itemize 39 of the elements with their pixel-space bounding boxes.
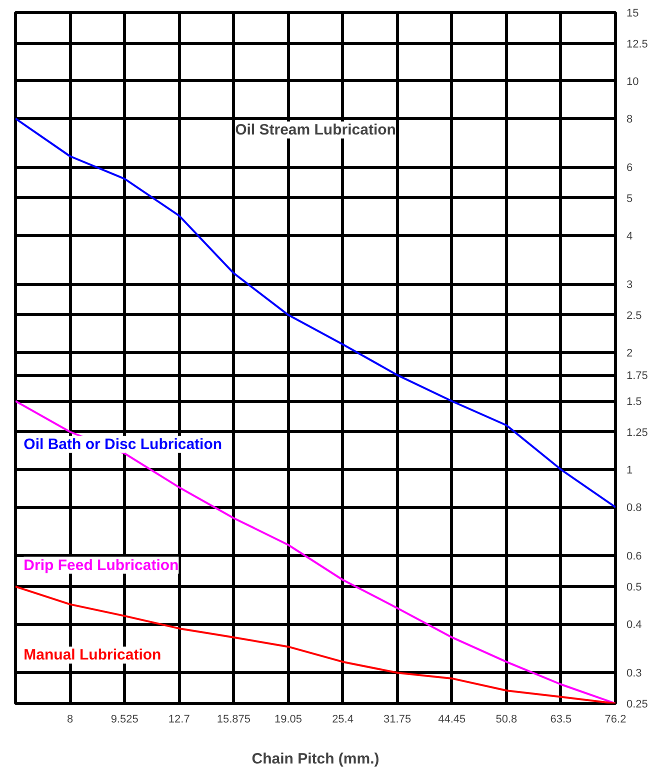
y-tick-label: 0.4 [626,619,642,632]
x-tick-label: 63.5 [550,714,572,726]
y-tick-label: 0.25 [626,698,648,710]
series-label: Manual Lubrication [24,646,162,664]
x-tick-label: 9.525 [110,714,138,726]
y-tick-label: 5 [626,192,633,205]
y-tick-label: 1.5 [626,396,642,408]
line-series [16,118,616,508]
x-tick-label: 44.45 [438,714,466,726]
annotation: Oil Stream Lubrication [235,121,396,138]
y-tick-label: 6 [626,162,633,174]
x-tick-label: 76.2 [604,714,626,726]
y-tick-label: 0.5 [626,582,642,594]
line-series [16,586,616,704]
y-tick-label: 8 [626,114,633,126]
x-tick-label: 12.7 [168,714,190,726]
y-tick-label: 0.3 [626,668,642,680]
x-tick-label: 8 [66,714,74,726]
y-tick-label: 10 [626,76,639,88]
x-axis-title: Chain Pitch (mm.) [252,750,380,768]
y-tick-label: 4 [626,230,633,243]
x-tick-label: 50.8 [496,714,518,726]
y-tick-label: 0.6 [626,550,642,563]
text: Drip Feed Lubrication [24,556,179,574]
text: Oil Bath or Disc Lubrication [24,436,222,453]
y-tick-label: 1 [626,464,633,477]
y-tick-label: 0.8 [626,502,642,514]
line-series [16,400,616,704]
y-tick-label: 3 [626,279,633,292]
y-tick-label: 2.5 [626,310,642,322]
y-tick-label: 1.75 [626,370,648,382]
x-tick-label: 19.05 [274,714,302,726]
y-tick-label: 12.5 [626,38,648,50]
y-tick-label: 2 [626,348,633,360]
x-tick-label: 31.75 [384,714,412,726]
x-tick-label: 15.875 [216,714,251,726]
y-tick-label: 1.25 [626,426,648,439]
y-tick-label: 15 [626,8,639,20]
x-tick-label: 25.4 [332,714,354,726]
